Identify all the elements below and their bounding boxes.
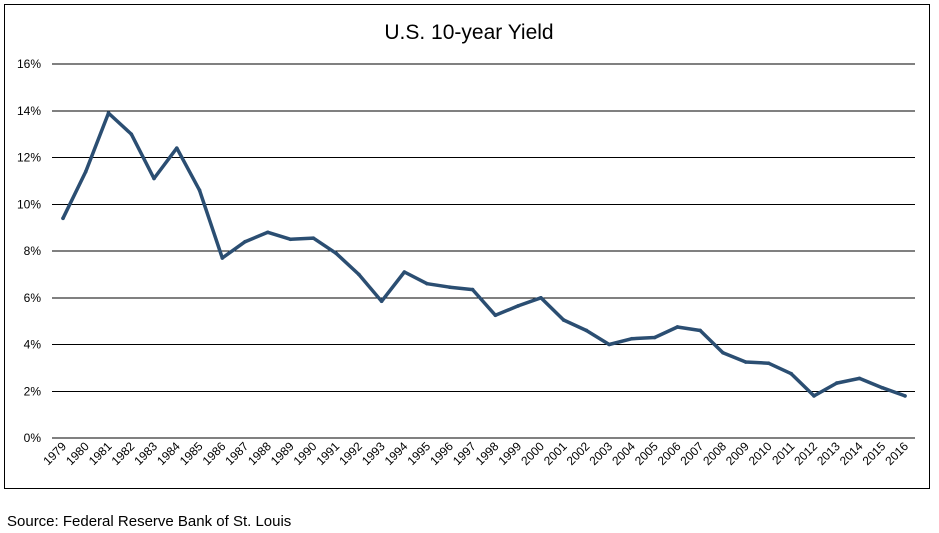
x-tick-label: 2006 <box>655 439 684 468</box>
x-tick-label: 1985 <box>177 439 206 468</box>
x-tick-label: 1988 <box>245 439 274 468</box>
y-tick-label: 16% <box>17 57 41 71</box>
data-point <box>129 132 134 136</box>
data-point <box>83 169 88 174</box>
x-tick-label: 2009 <box>723 439 752 468</box>
x-axis-tick-labels: 1979198019811982198319841985198619871988… <box>40 439 911 468</box>
x-tick-label: 1993 <box>359 439 388 468</box>
chart-frame <box>4 4 930 489</box>
source-note: Source: Federal Reserve Bank of St. Loui… <box>7 513 292 530</box>
data-point <box>425 281 429 286</box>
x-tick-label: 1994 <box>382 439 411 468</box>
data-point <box>311 236 316 240</box>
x-tick-label: 2000 <box>518 439 547 468</box>
data-point <box>220 256 225 260</box>
x-tick-label: 1991 <box>313 439 342 468</box>
y-tick-label: 8% <box>24 244 42 258</box>
data-point <box>743 360 748 364</box>
x-tick-label: 2008 <box>700 439 729 468</box>
series-line <box>61 111 907 398</box>
y-tick-label: 2% <box>24 384 42 398</box>
data-point <box>516 304 520 308</box>
x-tick-label: 1979 <box>40 439 69 468</box>
data-point <box>357 272 361 277</box>
data-point <box>561 318 566 322</box>
y-tick-label: 6% <box>24 291 42 305</box>
x-tick-label: 1999 <box>495 439 524 468</box>
data-point <box>334 251 338 256</box>
series-layer <box>61 111 907 398</box>
x-tick-label: 1986 <box>200 439 229 468</box>
data-point <box>652 335 657 340</box>
x-tick-label: 1997 <box>450 439 479 468</box>
x-tick-label: 2003 <box>587 439 616 468</box>
x-tick-label: 2016 <box>882 439 911 468</box>
x-tick-label: 2012 <box>791 439 820 468</box>
x-tick-label: 2013 <box>814 439 843 468</box>
data-point <box>152 176 156 181</box>
data-point <box>698 328 702 333</box>
x-tick-label: 1996 <box>427 439 456 468</box>
x-tick-label: 1981 <box>86 439 115 468</box>
x-tick-label: 1982 <box>109 439 138 468</box>
data-point <box>197 188 202 193</box>
data-point <box>243 239 247 244</box>
data-point <box>766 361 771 366</box>
data-point <box>812 394 816 398</box>
data-point <box>493 313 498 318</box>
data-point <box>402 270 407 274</box>
x-tick-label: 1980 <box>63 439 92 468</box>
chart-title: U.S. 10-year Yield <box>384 21 553 44</box>
data-point <box>539 295 543 300</box>
x-tick-label: 2001 <box>541 439 570 468</box>
gridlines <box>52 63 915 439</box>
x-tick-label: 1998 <box>473 439 502 468</box>
data-point <box>106 111 111 115</box>
x-tick-label: 2011 <box>769 439 797 467</box>
data-point <box>857 376 862 381</box>
x-tick-label: 2007 <box>678 439 707 468</box>
data-point <box>607 342 611 347</box>
x-tick-label: 2010 <box>746 439 775 468</box>
y-tick-label: 10% <box>17 197 41 211</box>
x-tick-label: 2015 <box>860 439 889 468</box>
data-point <box>721 350 725 355</box>
y-axis-tick-labels: 0% 2% 4% 6% 8% 10% 12% 14% 16% <box>17 57 41 445</box>
data-point <box>584 328 589 333</box>
x-tick-label: 2005 <box>632 439 661 468</box>
x-tick-label: 2004 <box>609 439 638 468</box>
data-point <box>834 381 839 385</box>
x-tick-label: 1995 <box>404 439 433 468</box>
x-tick-label: 2014 <box>837 439 866 468</box>
x-tick-label: 1984 <box>154 439 183 468</box>
x-tick-label: 1987 <box>222 439 251 468</box>
data-point <box>266 230 270 235</box>
x-tick-label: 1989 <box>268 439 297 468</box>
data-point <box>880 385 885 390</box>
data-point <box>675 325 680 329</box>
y-tick-label: 12% <box>17 151 41 165</box>
data-point <box>903 394 907 398</box>
data-point <box>789 371 794 376</box>
data-point <box>379 299 384 304</box>
y-tick-label: 14% <box>17 104 41 118</box>
x-tick-label: 1983 <box>131 439 160 468</box>
data-point <box>630 336 634 341</box>
data-point <box>448 285 452 290</box>
x-tick-label: 2002 <box>564 439 593 468</box>
data-point <box>288 237 293 242</box>
data-point <box>61 216 65 221</box>
y-tick-label: 0% <box>24 431 42 445</box>
x-tick-label: 1992 <box>336 439 365 468</box>
data-point <box>470 287 475 292</box>
y-tick-label: 4% <box>24 338 42 352</box>
x-tick-label: 1990 <box>291 439 320 468</box>
data-point <box>174 146 179 150</box>
